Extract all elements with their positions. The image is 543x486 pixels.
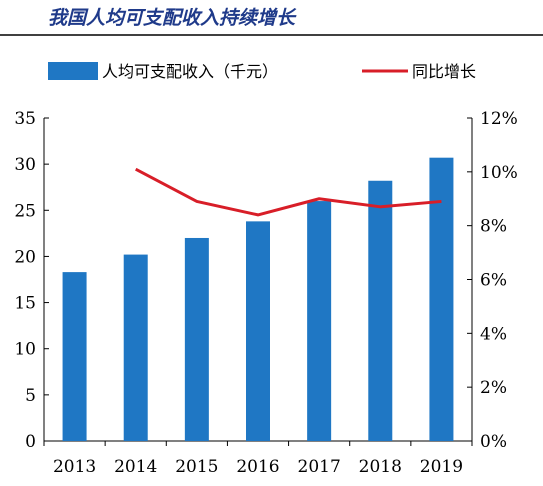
- x-tick-label: 2018: [359, 457, 402, 477]
- growth-line: [135, 167, 442, 217]
- chart-title: 我国人均可支配收入持续增长: [48, 7, 297, 29]
- y-left-tick-label: 10: [14, 340, 36, 360]
- y-left-tick-label: 20: [14, 247, 36, 267]
- x-tick-label: 2013: [53, 457, 96, 477]
- bar: [62, 272, 87, 441]
- bar: [246, 221, 270, 441]
- y-left-tick-label: 35: [14, 109, 36, 129]
- y-left-tick-label: 25: [14, 201, 36, 221]
- y-left-tick-label: 15: [14, 294, 36, 314]
- x-tick-label: 2015: [175, 457, 218, 477]
- legend-line-label: 同比增长: [412, 62, 476, 81]
- bar: [123, 254, 148, 441]
- y-right-tick-label: 10%: [480, 163, 518, 183]
- y-left-tick-label: 30: [14, 155, 36, 175]
- bar: [307, 201, 332, 441]
- legend: 人均可支配收入（千元） 同比增长: [48, 62, 476, 81]
- y-right-tick-label: 8%: [480, 217, 507, 237]
- y-right-tick-label: 6%: [480, 271, 507, 291]
- bar: [368, 180, 393, 442]
- plot-area: 0 5 10 15 20 25 30 35 0% 2% 4% 6% 8% 10% 12% 2013 2014 20…: [14, 109, 517, 477]
- y-left-tick-label: 0: [25, 432, 36, 452]
- y-left-tick-label: 5: [25, 386, 36, 406]
- y-right-tick-label: 12%: [480, 109, 518, 129]
- legend-bar-label: 人均可支配收入（千元）: [102, 62, 278, 81]
- y-right-tick-label: 2%: [480, 378, 507, 398]
- bar: [429, 157, 454, 441]
- legend-bar-swatch: [48, 62, 98, 80]
- bar: [184, 237, 209, 441]
- x-tick-label: 2019: [420, 457, 463, 477]
- x-tick-label: 2014: [114, 457, 157, 477]
- x-tick-label: 2017: [298, 457, 341, 477]
- y-right-tick-label: 0%: [480, 432, 507, 452]
- x-tick-label: 2016: [236, 457, 279, 477]
- y-right-tick-label: 4%: [480, 324, 507, 344]
